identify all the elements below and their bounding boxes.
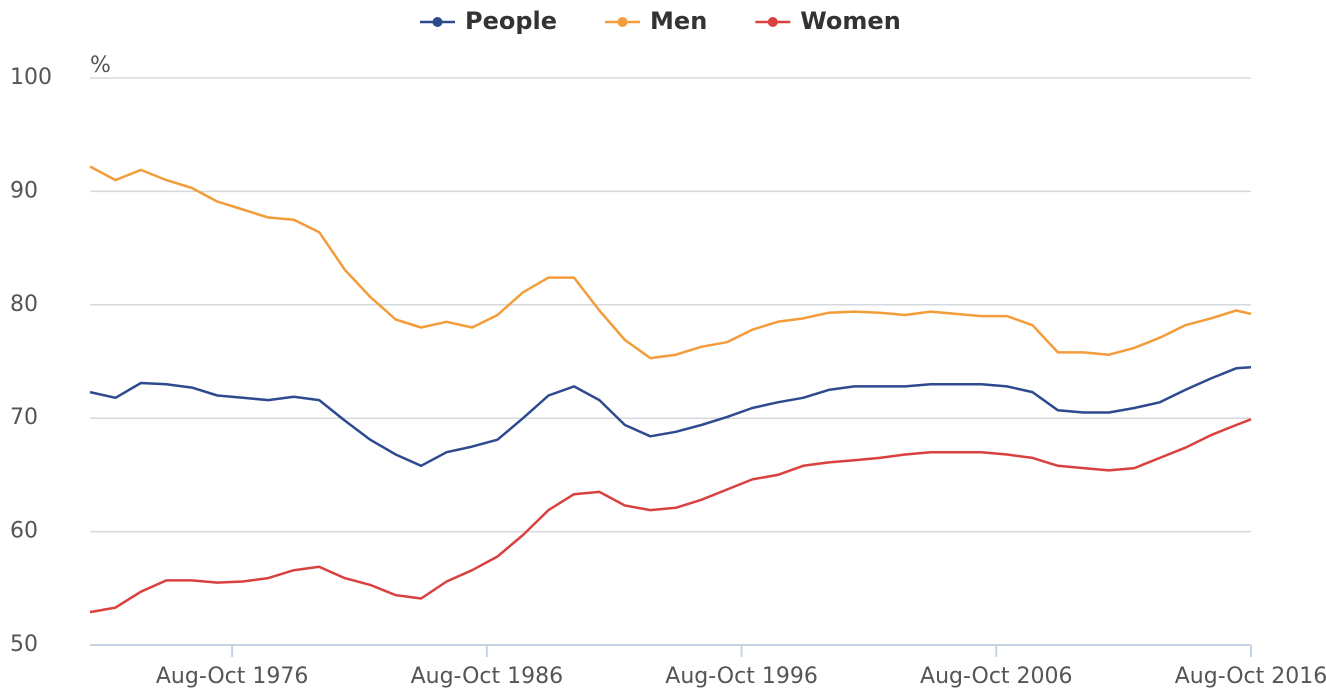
legend-marker: [617, 17, 628, 27]
legend-marker: [767, 17, 778, 27]
x-tick-label: Aug-Oct 1996: [665, 664, 818, 689]
x-tick-label: Aug-Oct 2006: [920, 664, 1073, 689]
y-tick-label: 60: [10, 519, 38, 544]
line: [89, 165, 1252, 360]
y-axis-label: %: [90, 53, 111, 78]
legend-text: Women: [800, 7, 900, 35]
legend-text: Men: [650, 7, 707, 35]
y-tick-label: 90: [10, 178, 38, 203]
x-tick-label: Aug-Oct 1986: [411, 664, 564, 689]
legend-marker: [432, 17, 443, 27]
legend-text: People: [465, 7, 557, 35]
y-tick-label: 50: [10, 632, 38, 657]
y-tick-label: 100: [10, 65, 52, 90]
y-tick-label: 80: [10, 292, 38, 317]
line: [89, 365, 1252, 468]
line: [89, 418, 1252, 614]
x-tick-label: Aug-Oct 1976: [156, 664, 309, 689]
y-tick-label: 70: [10, 405, 38, 430]
x-tick-label: Aug-Oct 2016: [1175, 664, 1326, 689]
